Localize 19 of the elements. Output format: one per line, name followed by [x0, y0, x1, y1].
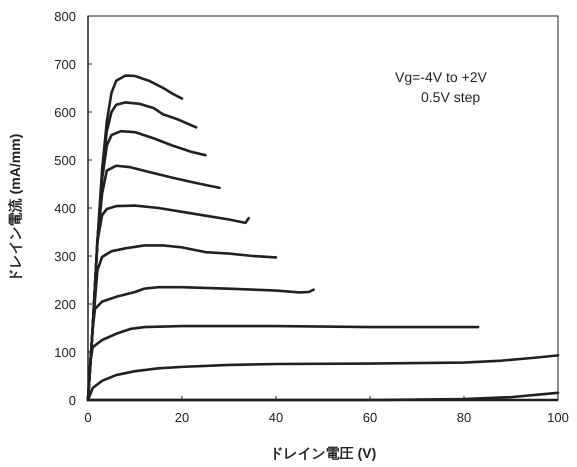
- x-tick-label: 0: [84, 410, 92, 425]
- y-tick-label: 0: [68, 393, 76, 408]
- x-axis-title: ドレイン電圧 (V): [270, 445, 376, 461]
- y-tick-label: 300: [54, 249, 76, 264]
- y-axis-title: ドレイン電流 (mA/mm): [7, 134, 23, 282]
- x-tick-label: 100: [547, 410, 569, 425]
- y-tick-label: 600: [54, 105, 76, 120]
- x-tick-label: 20: [174, 410, 190, 425]
- x-tick-label: 40: [268, 410, 284, 425]
- y-tick-label: 400: [54, 201, 76, 216]
- y-tick-label: 200: [54, 297, 76, 312]
- x-tick-label: 60: [362, 410, 378, 425]
- annotation: 0.5V step: [421, 89, 480, 105]
- y-tick-label: 100: [54, 345, 76, 360]
- y-tick-label: 500: [54, 153, 76, 168]
- annotation: Vg=-4V to +2V: [395, 69, 488, 85]
- y-tick-label: 800: [54, 9, 76, 24]
- x-tick-label: 80: [456, 410, 472, 425]
- y-tick-label: 700: [54, 57, 76, 72]
